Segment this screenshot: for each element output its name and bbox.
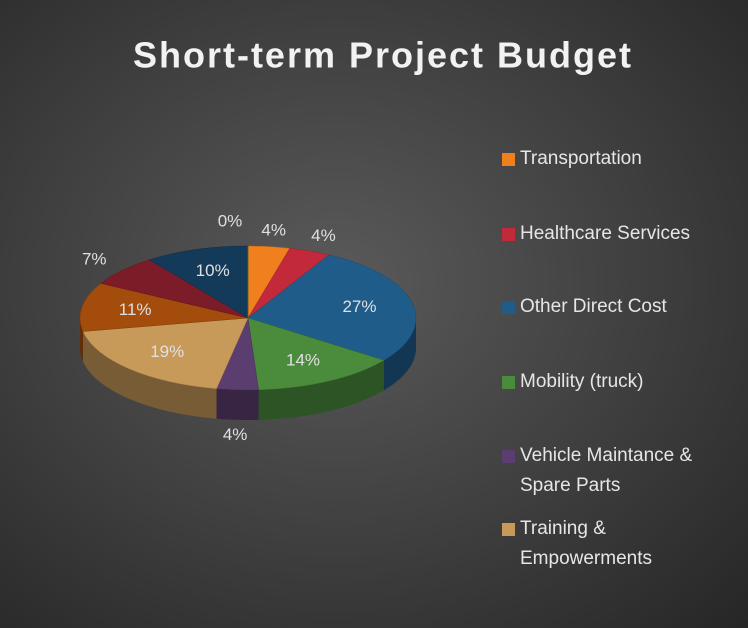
data-label: 0% (218, 212, 243, 231)
slice (247, 317, 385, 391)
slice-side (216, 388, 259, 420)
legend-swatch (502, 450, 515, 463)
data-label: 4% (311, 226, 336, 245)
data-label: 4% (223, 425, 248, 444)
slice (148, 245, 249, 319)
slice-side (82, 331, 217, 419)
slice-side (383, 318, 416, 391)
slice (247, 254, 417, 361)
legend-item: Other Direct Cost (502, 292, 724, 322)
legend-swatch (502, 523, 515, 536)
data-label: 19% (150, 342, 184, 361)
legend-item: Transportation (502, 144, 724, 174)
data-label: 14% (286, 350, 320, 369)
legend-swatch (502, 376, 515, 389)
legend-swatch (502, 153, 515, 166)
legend-label: Transportation (520, 148, 642, 169)
data-label: 10% (196, 261, 230, 280)
legend-label: Healthcare Services (520, 223, 691, 244)
chart-title: Short-term Project Budget (133, 35, 633, 76)
slice (79, 283, 249, 332)
legend-swatch (502, 301, 515, 314)
data-label: 4% (261, 220, 286, 239)
slice-side (80, 318, 83, 362)
legend-label: Vehicle Maintance & Spare Parts (520, 445, 693, 496)
legend-label: Training & Empowerments (520, 518, 652, 569)
legend-swatch (502, 228, 515, 241)
data-label: 7% (82, 249, 107, 268)
legend-item: Mobility (truck) (502, 367, 724, 397)
data-label: 11% (119, 300, 152, 319)
slice (82, 317, 249, 389)
legend-item: Healthcare Services (502, 219, 724, 249)
legend-label: Mobility (truck) (520, 371, 644, 392)
slice-side (258, 360, 384, 420)
legend-label: Other Direct Cost (520, 296, 667, 317)
legend-item: Training & Empowerments (502, 514, 724, 574)
legend-item: Vehicle Maintance & Spare Parts (502, 441, 724, 501)
data-label: 27% (342, 297, 376, 316)
